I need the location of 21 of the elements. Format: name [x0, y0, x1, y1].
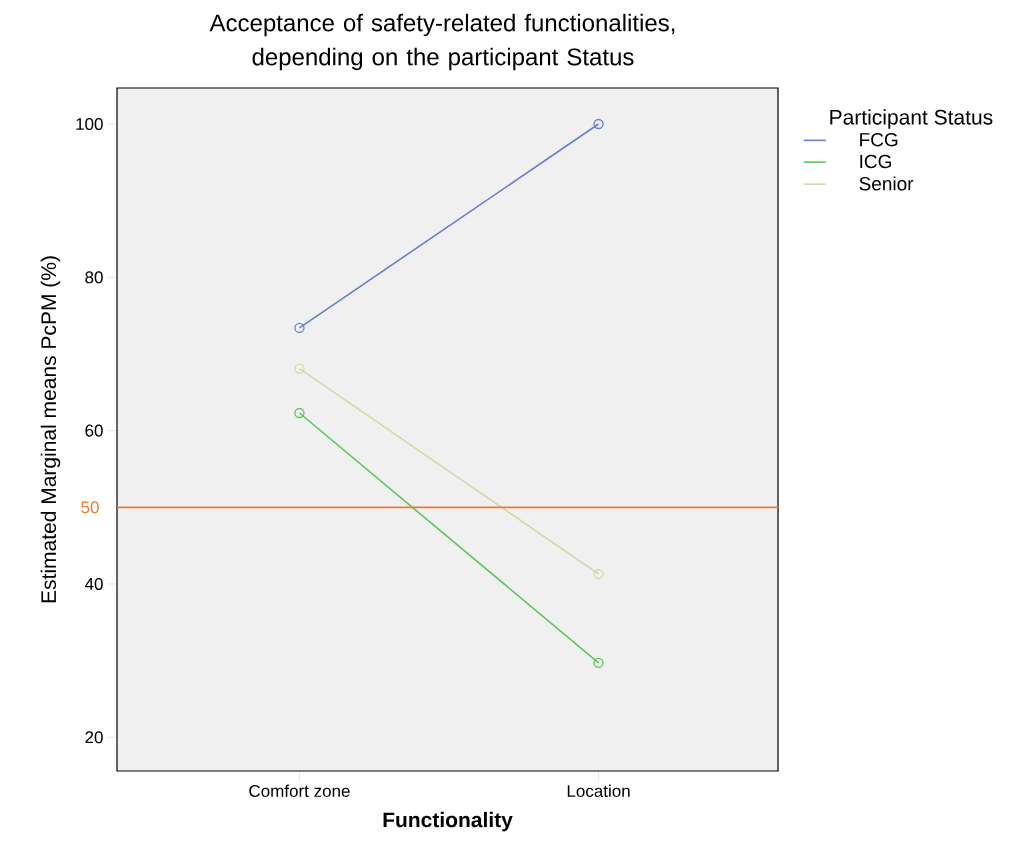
point	[593, 118, 604, 130]
x-tick-label: Comfort zone	[249, 784, 350, 797]
y-tick-label: 80	[85, 271, 103, 284]
point	[294, 407, 305, 419]
y-tick-label: 100	[76, 117, 103, 131]
y-tick-label: 40	[84, 577, 103, 590]
x-axis-title: Functionality	[383, 811, 513, 832]
legend-label: FCG	[860, 132, 898, 147]
ref-line-label: 50	[81, 501, 99, 514]
point	[294, 363, 305, 374]
y-tick-label: 60	[85, 424, 103, 437]
legend-title: Participant Status	[830, 109, 993, 129]
y-tick-label: 20	[85, 731, 103, 744]
point	[294, 322, 305, 334]
legend-label: ICG	[860, 154, 891, 169]
legend-label: Senior	[859, 176, 914, 191]
point	[593, 657, 604, 669]
point	[593, 568, 604, 580]
x-tick-label: Location	[567, 784, 630, 798]
chart-title: Acceptance of safety-related functionalities, depending on the participant Status	[209, 13, 675, 71]
y-axis-title: Estimated Marginal means PcPM (%)	[40, 256, 61, 603]
